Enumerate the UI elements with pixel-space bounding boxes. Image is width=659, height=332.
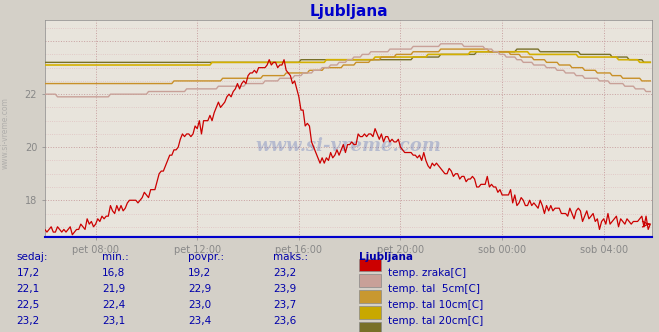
Text: 23,9: 23,9 (273, 284, 297, 293)
Text: 17,2: 17,2 (16, 268, 40, 278)
Title: Ljubljana: Ljubljana (309, 4, 388, 19)
Text: 23,2: 23,2 (16, 315, 40, 326)
Text: www.si-vreme.com: www.si-vreme.com (256, 137, 442, 155)
Bar (359, 290, 381, 303)
Text: sedaj:: sedaj: (16, 252, 48, 262)
Text: Ljubljana: Ljubljana (359, 252, 413, 262)
Text: temp. tal 20cm[C]: temp. tal 20cm[C] (388, 315, 484, 326)
Text: 22,5: 22,5 (16, 299, 40, 309)
Bar (359, 275, 381, 287)
Text: 21,9: 21,9 (102, 284, 125, 293)
Text: 23,2: 23,2 (273, 268, 297, 278)
Text: min.:: min.: (102, 252, 129, 262)
Text: 22,4: 22,4 (102, 299, 125, 309)
Text: 23,7: 23,7 (273, 299, 297, 309)
Text: 19,2: 19,2 (188, 268, 211, 278)
Text: temp. tal  5cm[C]: temp. tal 5cm[C] (388, 284, 480, 293)
Text: 22,9: 22,9 (188, 284, 211, 293)
Text: temp. zraka[C]: temp. zraka[C] (388, 268, 467, 278)
Text: temp. tal 10cm[C]: temp. tal 10cm[C] (388, 299, 484, 309)
Bar (359, 259, 381, 271)
Bar (359, 322, 381, 332)
Bar (359, 306, 381, 319)
Text: 23,6: 23,6 (273, 315, 297, 326)
Text: www.si-vreme.com: www.si-vreme.com (1, 97, 10, 169)
Text: 16,8: 16,8 (102, 268, 125, 278)
Text: 23,1: 23,1 (102, 315, 125, 326)
Text: 22,1: 22,1 (16, 284, 40, 293)
Text: 23,4: 23,4 (188, 315, 211, 326)
Text: maks.:: maks.: (273, 252, 308, 262)
Text: povpr.:: povpr.: (188, 252, 224, 262)
Text: 23,0: 23,0 (188, 299, 211, 309)
